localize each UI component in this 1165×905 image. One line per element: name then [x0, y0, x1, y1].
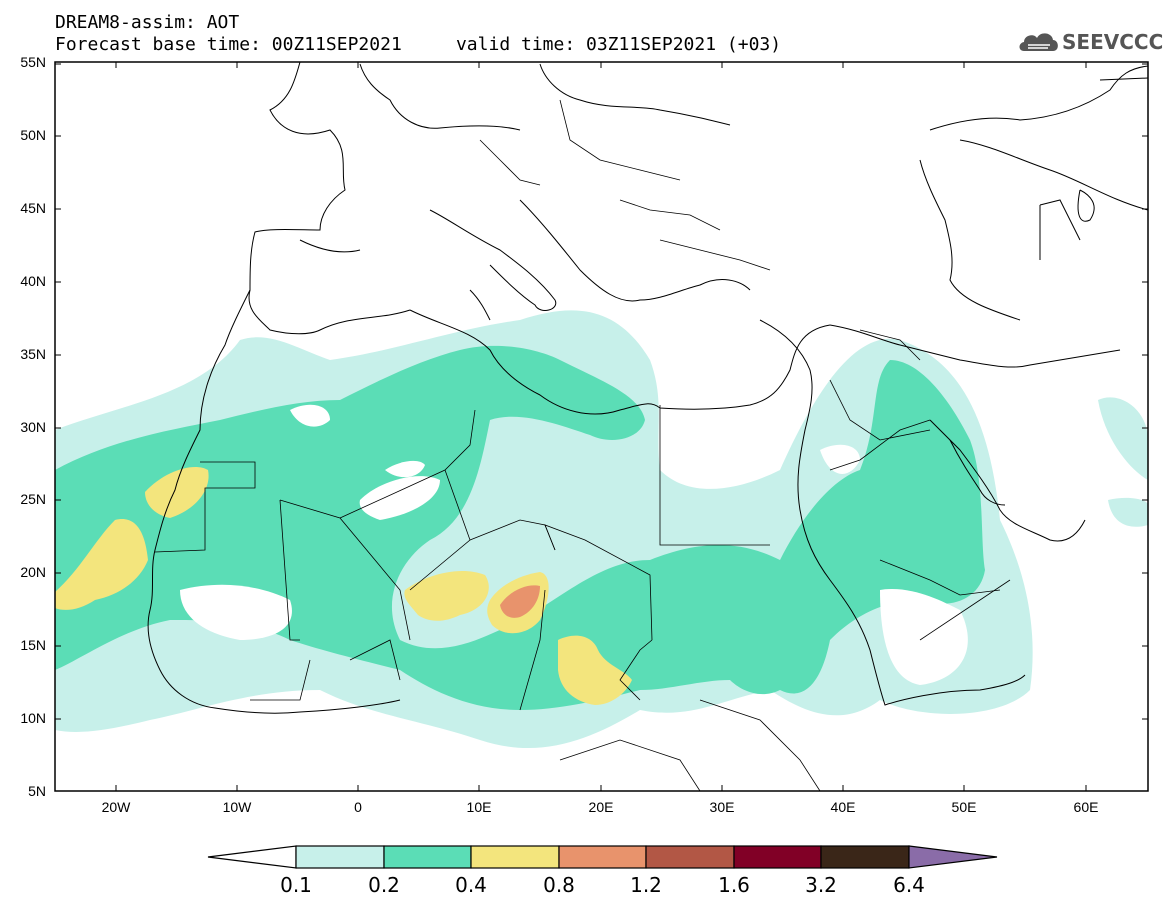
lat-label: 20N	[20, 564, 46, 580]
aot-field	[55, 310, 1148, 749]
colorbar	[207, 845, 998, 869]
lon-label: 10W	[222, 799, 252, 815]
lat-label: 55N	[20, 54, 46, 70]
colorbar-swatch-3	[470, 845, 560, 869]
colorbar-label: 0.4	[455, 873, 487, 897]
coastlines	[147, 62, 1148, 714]
colorbar-label: 0.1	[280, 873, 312, 897]
lat-label: 5N	[28, 783, 46, 799]
axis-ticks	[55, 62, 1148, 791]
lon-label: 30E	[709, 799, 735, 815]
map-time-info: Forecast base time: 00Z11SEP2021 valid t…	[55, 34, 782, 55]
lat-label: 40N	[20, 273, 46, 289]
lat-label: 25N	[20, 491, 46, 507]
aot-clear-areas	[180, 404, 968, 685]
lon-label: 0	[354, 799, 362, 815]
colorbar-under-arrow	[207, 845, 297, 869]
colorbar-label: 0.8	[543, 873, 575, 897]
colorbar-label: 1.6	[718, 873, 750, 897]
colorbar-swatch-4	[558, 845, 647, 869]
aot-band-0.8	[500, 585, 540, 618]
colorbar-swatch-6	[733, 845, 822, 869]
colorbar-label: 3.2	[805, 873, 837, 897]
lon-label: 20W	[101, 799, 131, 815]
lon-label: 60E	[1073, 799, 1099, 815]
aot-band-0.4	[55, 466, 632, 705]
lon-label: 40E	[830, 799, 856, 815]
colorbar-label: 1.2	[630, 873, 662, 897]
colorbar-swatch-1	[295, 845, 385, 869]
lat-label: 35N	[20, 346, 46, 362]
lat-label: 15N	[20, 637, 46, 653]
colorbar-swatch-2	[383, 845, 472, 869]
lon-label: 10E	[466, 799, 492, 815]
lat-label: 45N	[20, 200, 46, 216]
lat-label: 50N	[20, 127, 46, 143]
lon-label: 50E	[951, 799, 977, 815]
colorbar-label: 6.4	[893, 873, 925, 897]
colorbar-swatch-5	[645, 845, 735, 869]
colorbar-swatch-7	[820, 845, 910, 869]
cloud-icon	[1019, 33, 1058, 51]
lon-label: 20E	[588, 799, 614, 815]
colorbar-over-arrow	[908, 845, 998, 869]
colorbar-label: 0.2	[368, 873, 400, 897]
logo-text: SEEVCCC	[1062, 30, 1164, 54]
lat-label: 30N	[20, 419, 46, 435]
country-borders	[154, 99, 1011, 791]
lat-label: 10N	[20, 710, 46, 726]
map-title: DREAM8-assim: AOT	[55, 12, 240, 33]
